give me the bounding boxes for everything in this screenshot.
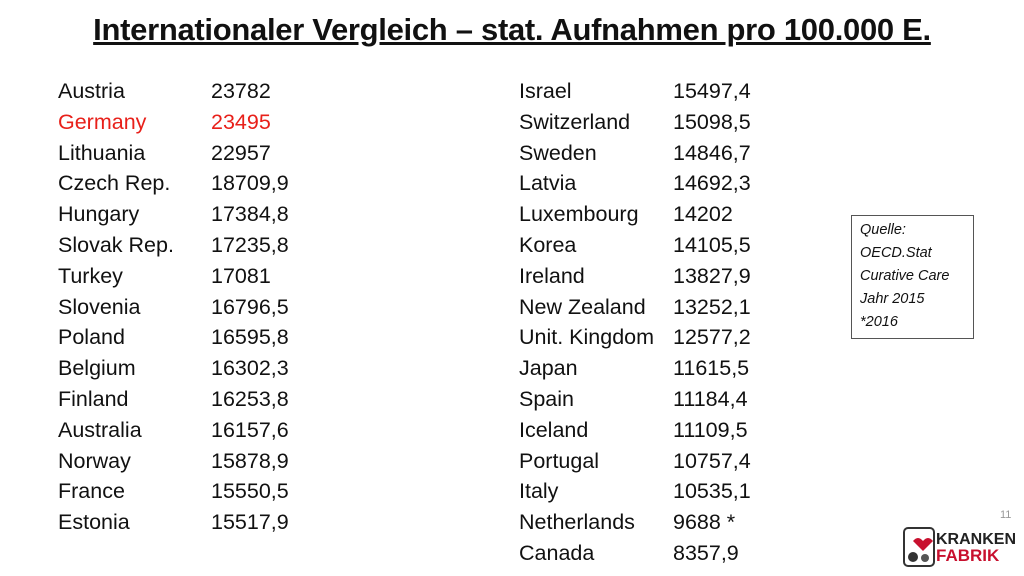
admission-rate: 9688 * [673,510,736,535]
admission-rate: 13252,1 [673,294,751,319]
country-name: Belgium [58,356,136,381]
country-name: Czech Rep. [58,171,171,196]
country-name: Austria [58,79,125,103]
admission-rate: 11184,4 [673,387,748,411]
admission-rate: 23782 [211,79,271,103]
admission-rate: 8357,9 [673,541,739,565]
logo-gear [921,554,929,562]
admission-rate: 16595,8 [211,325,289,350]
admission-rate: 16253,8 [211,387,289,411]
country-name: Netherlands [519,510,635,535]
country-name: Spain [519,387,574,411]
admission-rate: 14846,7 [673,140,751,165]
country-name: Korea [519,233,577,257]
admission-rate: 16157,6 [211,417,289,442]
country-name: Australia [58,417,142,442]
country-name: Luxembourg [519,202,639,227]
admission-rate: 11109,5 [673,417,748,442]
logo-gear [908,552,918,562]
country-name: Norway [58,448,131,473]
country-name: France [58,479,125,504]
country-name: Ireland [519,263,585,288]
admission-rate: 14202 [673,202,733,227]
logo-text: FABRIK [936,546,1000,565]
country-name: Finland [58,387,129,411]
admission-rate: 11615,5 [673,356,750,381]
admission-rate: 17235,8 [211,233,289,257]
source-line: Jahr 2015 [860,291,925,307]
logo-text: KRANKEN [936,531,1016,548]
admission-rate: 18709,9 [211,171,289,196]
source-line: Curative Care [860,268,950,284]
country-name: New Zealand [519,294,646,319]
country-name: Latvia [519,171,577,196]
admission-rate: 15550,5 [211,479,289,504]
admission-rate: 17081 [211,263,271,288]
admission-rate: 10535,1 [673,479,751,504]
country-name: Portugal [519,448,600,473]
country-name: Iceland [519,417,589,442]
slide-title: Internationaler Vergleich – stat. Aufnah… [93,12,931,47]
admission-rate: 16302,3 [211,356,289,381]
admission-rate: 22957 [211,140,271,165]
country-name: Canada [519,541,595,565]
admission-rate: 16796,5 [211,294,289,319]
source-line: OECD.Stat [860,245,932,261]
country-name: Estonia [58,510,130,535]
country-name: Hungary [58,202,140,227]
admission-rate: 17384,8 [211,202,289,227]
admission-rate: 15098,5 [673,109,751,134]
source-line: *2016 [860,314,898,330]
admission-rate: 12577,2 [673,325,751,350]
admission-rate: 14692,3 [673,171,751,196]
country-name: Israel [519,79,572,103]
admission-rate: 15878,9 [211,448,289,473]
country-name: Switzerland [519,109,631,134]
country-name: Germany [58,109,147,134]
country-name: Italy [519,479,559,504]
country-name: Turkey [58,263,123,288]
country-name: Lithuania [58,140,146,165]
admission-rate: 10757,4 [673,448,751,473]
admission-rate: 13827,9 [673,263,751,288]
country-name: Japan [519,356,578,381]
country-name: Unit. Kingdom [519,325,655,350]
logo: KRANKEN FABRIK [903,527,1016,567]
admission-rate: 15517,9 [211,510,289,535]
source-line: Quelle: [860,222,906,238]
country-name: Slovak Rep. [58,233,174,257]
admission-rate: 15497,4 [673,79,751,103]
country-name: Poland [58,325,125,350]
logo-heart [913,538,933,551]
page-number: 11 [1000,509,1012,521]
admission-rate: 23495 [211,109,271,134]
admission-rate: 14105,5 [673,233,751,257]
source-box: Quelle: OECD.Stat Curative Care Jahr 2015 *2… [851,215,974,339]
country-name: Slovenia [58,294,141,319]
country-name: Sweden [519,140,597,165]
